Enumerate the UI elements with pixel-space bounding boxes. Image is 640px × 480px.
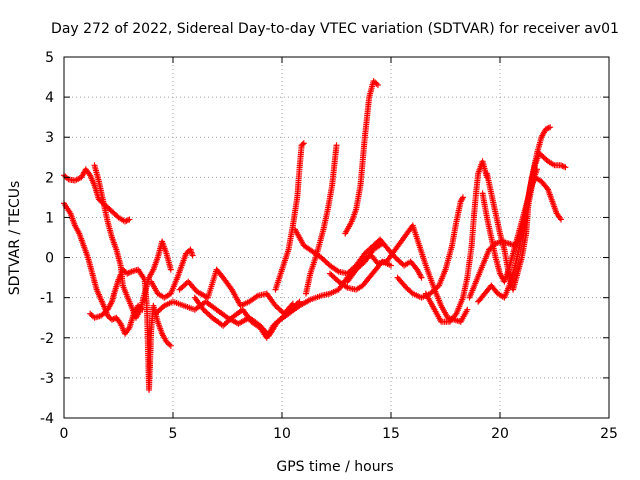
data-point <box>562 164 569 171</box>
data-point <box>543 185 550 192</box>
data-point <box>167 266 174 273</box>
data-point <box>408 289 415 296</box>
y-tick-label: 3 <box>45 130 54 146</box>
plot-frame <box>63 56 610 419</box>
series-track-12 <box>342 78 381 237</box>
y-tick-label: -2 <box>40 331 54 347</box>
x-tick-label: 0 <box>60 426 69 442</box>
series-track-4 <box>91 162 174 321</box>
data-point <box>558 216 565 223</box>
series-track-14 <box>326 258 394 293</box>
data-point <box>388 262 394 269</box>
x-tick-label: 20 <box>491 426 509 442</box>
series-track-8 <box>191 294 303 341</box>
series-track-16 <box>422 158 490 325</box>
y-tick-label: 4 <box>45 90 54 106</box>
data-point <box>459 195 466 202</box>
ticks: 0 5 10 15 20 25 -4 -3 -2 -1 0 1 2 3 4 5 <box>40 50 618 442</box>
y-tick-label: 5 <box>45 50 54 66</box>
series-track-7 <box>176 266 296 317</box>
gridlines <box>64 57 609 418</box>
series-track-13 <box>344 222 471 325</box>
data-point <box>299 141 306 148</box>
series-track-3 <box>87 266 174 393</box>
data-point <box>459 194 466 201</box>
series-track-5 <box>148 246 196 301</box>
y-tick-label: 2 <box>45 170 54 186</box>
data-point <box>333 142 340 149</box>
x-tick-label: 10 <box>273 426 291 442</box>
data-point <box>126 216 133 223</box>
y-tick-label: -1 <box>40 291 54 307</box>
chart-title: Day 272 of 2022, Sidereal Day-to-day VTE… <box>51 21 619 37</box>
data-marks <box>61 78 569 393</box>
y-tick-label: 1 <box>45 210 54 226</box>
series-track-9 <box>272 140 307 293</box>
data-point <box>189 252 196 259</box>
data-point <box>167 342 174 349</box>
data-point <box>452 312 459 319</box>
x-tick-label: 15 <box>382 426 400 442</box>
data-point <box>374 82 381 89</box>
x-tick-label: 25 <box>600 426 618 442</box>
data-point <box>418 274 425 281</box>
series-track-20 <box>483 166 541 293</box>
data-point <box>547 124 554 131</box>
y-tick-label: -3 <box>40 371 54 387</box>
x-axis-label: GPS time / hours <box>276 459 393 475</box>
data-point <box>464 306 471 313</box>
x-tick-label: 5 <box>169 426 178 442</box>
y-axis-label: SDTVAR / TECUs <box>7 181 23 296</box>
data-point <box>534 166 541 173</box>
data-point <box>296 298 303 305</box>
y-tick-label: -4 <box>40 411 54 427</box>
data-point <box>300 140 307 147</box>
y-tick-label: 0 <box>45 251 54 267</box>
